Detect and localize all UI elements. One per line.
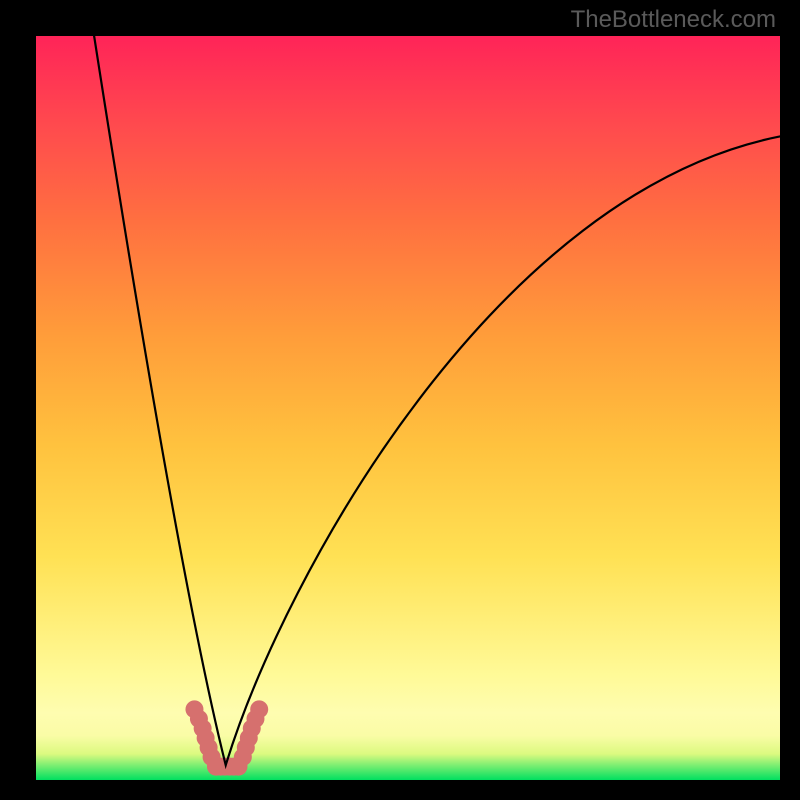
- plot-area: [36, 36, 780, 780]
- watermark-text: TheBottleneck.com: [571, 6, 776, 34]
- plot-svg: [36, 36, 780, 780]
- gradient-background: [36, 36, 780, 780]
